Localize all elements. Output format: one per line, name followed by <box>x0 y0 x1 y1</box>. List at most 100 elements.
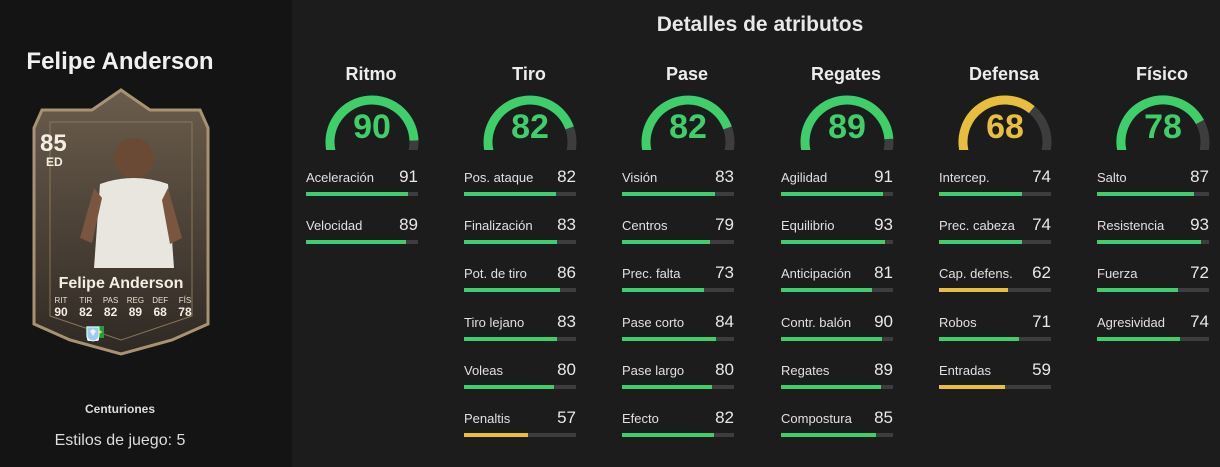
attribute-value: 80 <box>715 360 734 379</box>
attribute-row[interactable]: Agresividad 74 <box>1097 312 1209 355</box>
attribute-bar <box>306 240 418 244</box>
card-stat-label: PAS <box>102 296 119 305</box>
attribute-row[interactable]: Penaltis 57 <box>464 408 576 451</box>
attribute-row[interactable]: Aceleración 91 <box>306 167 418 210</box>
attribute-bar <box>781 337 893 341</box>
attribute-bar-fill <box>781 240 886 244</box>
attribute-row[interactable]: Anticipación 81 <box>781 263 893 306</box>
attribute-row[interactable]: Pot. de tiro 86 <box>464 263 576 306</box>
card-stats: RIT 90 TIR 82 PAS 82 REG 89 DEF 68 FÍS 78 <box>50 296 196 319</box>
attribute-row[interactable]: Visión 83 <box>622 167 734 210</box>
attribute-value: 71 <box>1032 312 1051 331</box>
attribute-row[interactable]: Prec. cabeza 74 <box>939 215 1051 258</box>
attribute-row[interactable]: Intercep. 74 <box>939 167 1051 210</box>
attribute-row[interactable]: Compostura 85 <box>781 408 893 451</box>
attribute-bar-fill <box>464 192 556 196</box>
attribute-value: 74 <box>1190 312 1209 331</box>
attribute-row[interactable]: Tiro lejano 83 <box>464 312 576 355</box>
player-panel: Felipe Anderson 85 ED Felipe Anderson RI… <box>0 0 292 467</box>
attribute-row[interactable]: Equilibrio 93 <box>781 215 893 258</box>
attribute-bar <box>939 385 1051 389</box>
attribute-value: 87 <box>1190 167 1209 186</box>
attribute-row[interactable]: Resistencia 93 <box>1097 215 1209 258</box>
attribute-bar-fill <box>781 288 872 292</box>
attribute-row[interactable]: Centros 79 <box>622 215 734 258</box>
attribute-name: Salto <box>1097 170 1127 185</box>
attribute-bar-fill <box>1097 337 1180 341</box>
attribute-bar <box>306 192 418 196</box>
attribute-bar-fill <box>622 433 714 437</box>
attribute-bar-fill <box>622 337 717 341</box>
rating-gauge <box>641 95 735 150</box>
player-name: Felipe Anderson <box>26 48 214 75</box>
attribute-row[interactable]: Pase largo 80 <box>622 360 734 403</box>
attribute-bar <box>622 385 734 389</box>
attribute-row[interactable]: Efecto 82 <box>622 408 734 451</box>
attribute-value: 74 <box>1032 215 1051 234</box>
attribute-name: Pot. de tiro <box>464 266 527 281</box>
card-stat-label: DEF <box>152 296 169 305</box>
attribute-bar-fill <box>781 433 877 437</box>
attribute-row[interactable]: Robos 71 <box>939 312 1051 355</box>
attribute-bar-fill <box>1097 192 1195 196</box>
attribute-bar <box>464 288 576 292</box>
attribute-row[interactable]: Entradas 59 <box>939 360 1051 403</box>
attribute-name: Prec. falta <box>622 266 681 281</box>
attribute-bar-fill <box>781 385 881 389</box>
gauge-fill <box>641 95 732 150</box>
attribute-row[interactable]: Regates 89 <box>781 360 893 403</box>
attribute-name: Aceleración <box>306 170 374 185</box>
card-stat-label: REG <box>126 296 145 305</box>
attribute-value: 82 <box>715 408 734 427</box>
attribute-row[interactable]: Prec. falta 73 <box>622 263 734 306</box>
attribute-bar-fill <box>464 337 557 341</box>
attribute-bar <box>622 192 734 196</box>
attribute-row[interactable]: Voleas 80 <box>464 360 576 403</box>
attribute-name: Contr. balón <box>781 315 852 330</box>
attribute-value: 83 <box>557 215 576 234</box>
attribute-name: Tiro lejano <box>464 315 525 330</box>
category-title: Pase <box>665 64 709 84</box>
attribute-row[interactable]: Velocidad 89 <box>306 215 418 258</box>
attribute-row[interactable]: Pos. ataque 82 <box>464 167 576 210</box>
attribute-bar <box>939 337 1051 341</box>
attribute-name: Robos <box>939 315 977 330</box>
attribute-value: 81 <box>874 263 893 282</box>
attribute-bar <box>1097 288 1209 292</box>
attribute-name: Centros <box>622 218 668 233</box>
attribute-value: 90 <box>874 312 893 331</box>
attributes-title: Detalles de atributos <box>656 13 864 36</box>
category-rating: 82 <box>511 108 549 146</box>
attribute-row[interactable]: Agilidad 91 <box>781 167 893 210</box>
attribute-bar-fill <box>939 288 1009 292</box>
card-stat-label: FÍS <box>178 296 192 305</box>
attribute-bar-fill <box>939 385 1006 389</box>
attribute-bar <box>622 337 734 341</box>
attribute-value: 91 <box>874 167 893 186</box>
attribute-value: 59 <box>1032 360 1051 379</box>
attribute-row[interactable]: Pase corto 84 <box>622 312 734 355</box>
rating-gauge <box>800 95 894 150</box>
attribute-bar-fill <box>939 337 1019 341</box>
attribute-row[interactable]: Salto 87 <box>1097 167 1209 210</box>
attribute-bar <box>622 433 734 437</box>
category-title: Regates <box>810 64 882 84</box>
attribute-name: Efecto <box>622 411 659 426</box>
playstyles-count[interactable]: Estilos de juego: 5 <box>54 432 186 449</box>
attribute-bar-fill <box>464 433 528 437</box>
attribute-row[interactable]: Fuerza 72 <box>1097 263 1209 306</box>
club-crest-icon <box>86 326 100 342</box>
attribute-value: 89 <box>399 215 418 234</box>
attribute-row[interactable]: Cap. defens. 62 <box>939 263 1051 306</box>
attribute-name: Compostura <box>781 411 852 426</box>
attribute-row[interactable]: Contr. balón 90 <box>781 312 893 355</box>
attribute-bar-fill <box>622 240 711 244</box>
attribute-name: Fuerza <box>1097 266 1138 281</box>
card-program-label: Centuriones <box>84 402 155 416</box>
attribute-name: Velocidad <box>306 218 363 233</box>
player-card[interactable]: 85 ED Felipe Anderson RIT 90 TIR 82 PAS 82 REG… <box>22 88 220 356</box>
card-frame-icon <box>32 88 210 356</box>
card-stat-fís: FÍS 78 <box>174 296 196 319</box>
attribute-name: Resistencia <box>1097 218 1165 233</box>
attribute-row[interactable]: Finalización 83 <box>464 215 576 258</box>
